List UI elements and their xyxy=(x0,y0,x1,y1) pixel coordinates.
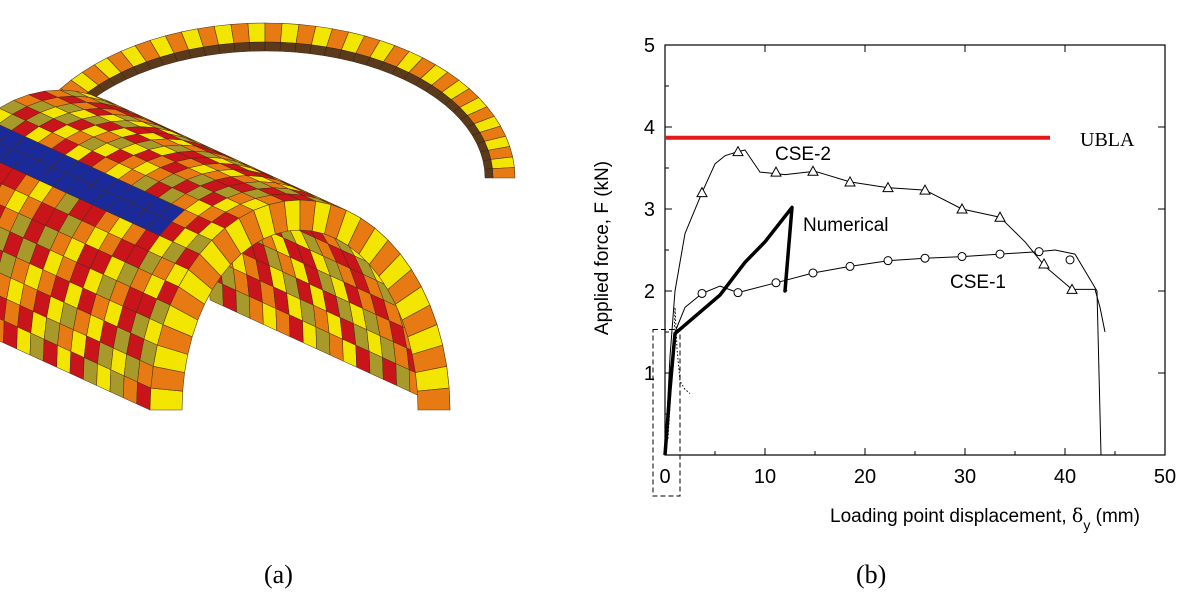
circle-marker xyxy=(920,253,930,263)
y-tick-label: 5 xyxy=(644,35,655,57)
x-tick-label: 0 xyxy=(659,466,670,488)
triangle-marker xyxy=(696,186,708,198)
y-axis-ticks: 1 2 3 4 5 xyxy=(644,35,1165,415)
plot-border xyxy=(664,44,1166,456)
circle-marker xyxy=(733,288,743,298)
arch-intrados xyxy=(279,42,297,53)
circle-marker xyxy=(1065,255,1075,265)
triangle-marker xyxy=(770,166,782,177)
circle-marker xyxy=(1034,247,1044,257)
arch-intrados xyxy=(294,43,312,54)
circle-marker xyxy=(808,268,818,278)
arch-voussoir xyxy=(247,22,266,43)
force-displacement-chart: 0 10 20 30 40 50 1 2 3 4 5 Loading point displace… xyxy=(592,35,1176,533)
y-tick-label: 3 xyxy=(644,199,655,221)
circle-marker xyxy=(845,261,855,271)
triangle-marker xyxy=(919,184,931,195)
arch-voussoir xyxy=(264,22,283,43)
caption-b: (b) xyxy=(856,560,887,589)
arch-voussoir xyxy=(230,23,250,44)
caption-a: (a) xyxy=(264,560,293,589)
arch-intrados xyxy=(484,168,494,179)
triangle-marker xyxy=(807,165,819,176)
arch-intrados xyxy=(249,41,266,52)
x-axis-label: Loading point displacement, δy (mm) xyxy=(830,505,1140,533)
arch-intrados xyxy=(218,43,236,54)
arch-models-figure xyxy=(0,22,516,411)
circle-marker xyxy=(957,252,967,262)
series-line-cse-1 xyxy=(664,249,1102,456)
marker-layer xyxy=(696,145,1078,298)
series-label-ubla: UBLA xyxy=(1080,129,1135,151)
vault-front-voussoir xyxy=(149,387,183,411)
x-tick-label: 40 xyxy=(1054,466,1076,488)
triangle-marker xyxy=(1038,257,1050,269)
series-label-cse1: CSE-1 xyxy=(950,272,1006,293)
series-label-numerical: Numerical xyxy=(803,215,889,236)
arch-intrados xyxy=(482,159,493,170)
triangle-marker xyxy=(1066,283,1078,294)
circle-marker xyxy=(883,256,893,266)
x-tick-label: 50 xyxy=(1154,466,1176,488)
y-tick-label: 2 xyxy=(644,281,655,303)
barrel-vault-model xyxy=(0,89,451,411)
series-line-cse-2 xyxy=(664,149,1106,456)
triangle-marker xyxy=(844,175,856,187)
circle-marker xyxy=(697,288,707,298)
circle-marker xyxy=(771,278,781,288)
x-axis-ticks: 0 10 20 30 40 50 xyxy=(659,45,1176,488)
y-axis-label: Applied force, F (kN) xyxy=(592,161,613,335)
triangle-marker xyxy=(956,202,968,214)
series-label-cse2: CSE-2 xyxy=(775,144,831,165)
y-tick-label: 4 xyxy=(644,117,655,139)
triangle-marker xyxy=(732,145,744,157)
series-line-numerical xyxy=(663,205,794,456)
triangle-marker xyxy=(882,181,894,193)
series-layer xyxy=(652,135,1106,497)
x-tick-label: 30 xyxy=(954,466,976,488)
arch-intrados xyxy=(233,42,251,53)
x-tick-label: 10 xyxy=(754,466,776,488)
arch-voussoir xyxy=(492,167,516,179)
arch-intrados xyxy=(264,41,281,52)
x-tick-label: 20 xyxy=(854,466,876,488)
circle-marker xyxy=(995,249,1005,259)
vault-front-voussoir xyxy=(417,387,451,411)
plot-frame xyxy=(664,44,1166,456)
triangle-marker xyxy=(994,211,1006,222)
y-tick-label: 1 xyxy=(644,363,655,385)
